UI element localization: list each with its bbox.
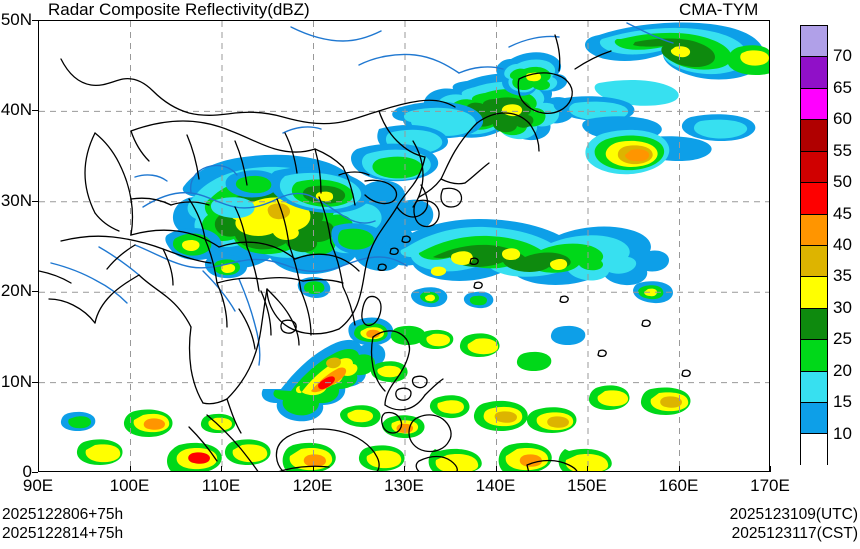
colorbar-swatch-10 (801, 403, 827, 435)
model-tag: CMA-TYM (679, 0, 759, 19)
colorbar-swatch-40 (801, 214, 827, 246)
echo-northwest-pacific (553, 22, 769, 175)
y-tick-30 (32, 200, 38, 202)
map-canvas (39, 21, 769, 471)
x-axis-label-160e: 160E (658, 476, 699, 495)
colorbar-label-45: 45 (833, 203, 852, 223)
colorbar-swatch-60 (801, 88, 827, 121)
y-tick-20 (32, 291, 38, 293)
x-tick-160 (678, 466, 680, 472)
x-tick-170 (770, 466, 771, 472)
footer-valid-times: 2025123109(UTC) 2025123117(CST) (730, 505, 858, 543)
colorbar-swatch-15 (801, 371, 827, 404)
colorbar-label-40: 40 (833, 235, 852, 254)
grid-lines (39, 21, 769, 471)
echo-tropical-convection (60, 317, 691, 471)
map-plot-area (38, 20, 770, 472)
colorbar-swatch-55 (801, 120, 827, 152)
colorbar-swatch-65 (801, 57, 827, 89)
x-axis-label-120e: 120E (292, 476, 333, 495)
y-axis-label-10n: 10N (0, 371, 32, 391)
colorbar-label-20: 20 (833, 360, 852, 380)
colorbar-label-25: 25 (833, 329, 852, 349)
colorbar-label-35: 35 (833, 266, 852, 286)
colorbar-label-65: 65 (833, 77, 852, 97)
y-tick-40 (32, 110, 38, 112)
x-axis-label-140e: 140E (475, 476, 516, 495)
radar-echo-layer (60, 22, 769, 471)
x-tick-100 (129, 466, 131, 472)
footer-valid-line-2: 2025123117(CST) (731, 525, 858, 542)
colorbar (800, 25, 828, 466)
colorbar-swatch-20 (801, 340, 827, 372)
footer-init-times: 2025122806+75h 2025122814+75h (2, 505, 123, 543)
x-axis-label-110e: 110E (201, 476, 241, 495)
colorbar-label-70: 70 (833, 46, 852, 66)
x-axis-label-170e: 170E (750, 476, 790, 495)
colorbar-label-50: 50 (833, 172, 852, 192)
y-tick-50 (32, 20, 38, 21)
map-graphic (39, 21, 769, 471)
colorbar-swatch-50 (801, 151, 827, 184)
colorbar-label-10: 10 (833, 423, 852, 443)
colorbar-swatch-below-10 (801, 434, 827, 466)
colorbar-swatch-70 (801, 26, 827, 58)
footer-valid-line-1: 2025123109(UTC) (729, 506, 858, 523)
x-axis-label-100e: 100E (109, 476, 150, 495)
x-tick-150 (587, 466, 588, 472)
x-axis-label-150e: 150E (567, 476, 607, 495)
x-tick-110 (221, 466, 222, 472)
y-axis-label-30n: 30N (0, 190, 32, 210)
x-tick-120 (312, 466, 314, 472)
colorbar-swatch-30 (801, 277, 827, 309)
footer-init-line-1: 2025122806+75h (2, 506, 124, 523)
colorbar-label-60: 60 (833, 109, 852, 129)
colorbar-label-15: 15 (833, 392, 852, 412)
x-axis-label-130e: 130E (384, 476, 424, 495)
x-tick-90 (38, 466, 39, 472)
colorbar-swatch-35 (801, 245, 827, 278)
coastline-layer (39, 34, 691, 471)
colorbar-swatch-25 (801, 308, 827, 341)
footer-init-line-2: 2025122814+75h (2, 525, 124, 542)
colorbar-label-55: 55 (833, 140, 852, 160)
y-axis-label-40n: 40N (0, 100, 32, 120)
y-axis-label-20n: 20N (0, 281, 32, 301)
y-tick-0 (32, 472, 38, 473)
y-axis-label-50n: 50N (0, 10, 32, 29)
colorbar-swatch-45 (801, 183, 827, 215)
echo-east-china-sea-band (384, 219, 673, 309)
y-axis-label-0: 0 (22, 462, 32, 481)
page-title: Radar Composite Reflectivity(dBZ) (48, 0, 310, 19)
x-tick-130 (404, 466, 405, 472)
x-tick-140 (495, 466, 497, 472)
colorbar-label-30: 30 (833, 297, 852, 317)
y-tick-10 (32, 381, 38, 383)
x-axis-label-90e: 90E (22, 476, 54, 495)
echo-japan (210, 52, 575, 219)
